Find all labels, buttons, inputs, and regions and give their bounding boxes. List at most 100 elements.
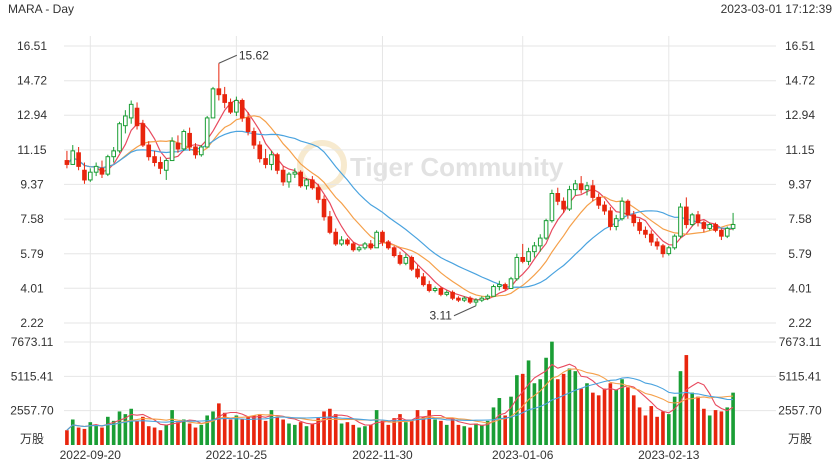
volume-bar[interactable] bbox=[100, 427, 104, 445]
volume-bar[interactable] bbox=[94, 424, 98, 445]
candle[interactable] bbox=[70, 145, 76, 165]
candle[interactable] bbox=[345, 238, 350, 246]
volume-bars[interactable] bbox=[65, 341, 735, 445]
candle[interactable] bbox=[391, 245, 397, 258]
volume-bar[interactable] bbox=[357, 427, 361, 445]
volume-bar[interactable] bbox=[468, 427, 472, 445]
candle[interactable] bbox=[567, 185, 572, 211]
candle[interactable] bbox=[514, 253, 520, 281]
volume-bar[interactable] bbox=[491, 407, 496, 445]
candle[interactable] bbox=[239, 98, 245, 122]
candle[interactable] bbox=[99, 160, 105, 179]
candle[interactable] bbox=[234, 96, 239, 116]
candle[interactable] bbox=[421, 272, 426, 287]
candle[interactable] bbox=[561, 197, 566, 213]
volume-bar[interactable] bbox=[205, 415, 209, 445]
candle[interactable] bbox=[724, 226, 730, 239]
volume-bar[interactable] bbox=[719, 411, 724, 445]
volume-bar[interactable] bbox=[485, 420, 490, 445]
volume-bar[interactable] bbox=[217, 403, 221, 445]
candle[interactable] bbox=[619, 197, 625, 221]
candle[interactable] bbox=[380, 230, 385, 246]
candle[interactable] bbox=[339, 236, 344, 246]
candle[interactable] bbox=[608, 207, 613, 231]
volume-bar[interactable] bbox=[497, 398, 502, 445]
volume-bar[interactable] bbox=[351, 424, 356, 445]
candle[interactable] bbox=[660, 243, 666, 258]
candle[interactable] bbox=[152, 150, 157, 167]
candle[interactable] bbox=[163, 158, 169, 180]
volume-bar[interactable] bbox=[187, 423, 192, 445]
volume-bar[interactable] bbox=[731, 392, 735, 445]
candle[interactable] bbox=[473, 298, 479, 306]
volume-bar[interactable] bbox=[316, 418, 321, 445]
candle[interactable] bbox=[245, 112, 251, 136]
volume-bar[interactable] bbox=[479, 424, 484, 445]
candle[interactable] bbox=[292, 168, 298, 179]
candle[interactable] bbox=[648, 230, 654, 246]
volume-bar[interactable] bbox=[152, 427, 157, 445]
candle[interactable] bbox=[333, 228, 339, 246]
candle[interactable] bbox=[602, 201, 607, 215]
volume-bar[interactable] bbox=[637, 407, 642, 445]
candle[interactable] bbox=[76, 146, 81, 171]
volume-bar[interactable] bbox=[433, 419, 437, 445]
volume-bar[interactable] bbox=[193, 427, 198, 445]
candle[interactable] bbox=[286, 172, 292, 188]
volume-bar[interactable] bbox=[339, 423, 344, 445]
candle[interactable] bbox=[461, 296, 467, 303]
candle[interactable] bbox=[158, 156, 163, 175]
candle[interactable] bbox=[450, 290, 455, 301]
candle[interactable] bbox=[555, 187, 561, 206]
candle[interactable] bbox=[584, 181, 590, 196]
volume-bar[interactable] bbox=[444, 424, 449, 445]
candle[interactable] bbox=[537, 234, 543, 252]
volume-bar[interactable] bbox=[690, 392, 694, 445]
volume-bar[interactable] bbox=[310, 423, 315, 445]
candle[interactable] bbox=[257, 141, 263, 163]
volume-bar[interactable] bbox=[649, 406, 654, 445]
candle[interactable] bbox=[362, 241, 368, 250]
candle[interactable] bbox=[631, 210, 637, 227]
candle[interactable] bbox=[508, 276, 514, 289]
volume-bar[interactable] bbox=[655, 416, 659, 445]
candle[interactable] bbox=[613, 214, 619, 231]
candle[interactable] bbox=[730, 212, 736, 231]
candle[interactable] bbox=[572, 179, 578, 196]
candle[interactable] bbox=[269, 150, 274, 171]
candle[interactable] bbox=[625, 199, 631, 219]
candle[interactable] bbox=[403, 253, 409, 266]
volume-bar[interactable] bbox=[643, 415, 648, 445]
volume-bar[interactable] bbox=[380, 420, 385, 445]
candle[interactable] bbox=[146, 141, 152, 161]
volume-bar[interactable] bbox=[275, 416, 280, 445]
volume-bar[interactable] bbox=[368, 424, 373, 445]
candle[interactable] bbox=[637, 218, 642, 235]
candle[interactable] bbox=[467, 296, 473, 305]
volume-bar[interactable] bbox=[211, 411, 215, 445]
candle[interactable] bbox=[280, 166, 286, 186]
volume-bar[interactable] bbox=[614, 389, 619, 445]
candlestick-series[interactable] bbox=[64, 63, 736, 306]
volume-bar[interactable] bbox=[666, 414, 671, 445]
volume-bar[interactable] bbox=[287, 423, 291, 445]
volume-bar[interactable] bbox=[298, 422, 303, 445]
candle[interactable] bbox=[169, 137, 175, 162]
volume-bar[interactable] bbox=[421, 416, 426, 445]
candle[interactable] bbox=[216, 63, 222, 101]
volume-bar[interactable] bbox=[567, 368, 572, 445]
candle[interactable] bbox=[578, 176, 584, 194]
candle[interactable] bbox=[356, 245, 362, 252]
volume-bar[interactable] bbox=[515, 375, 519, 445]
candle[interactable] bbox=[684, 197, 689, 229]
volume-bar[interactable] bbox=[550, 341, 554, 445]
candle[interactable] bbox=[304, 178, 309, 190]
candle[interactable] bbox=[444, 290, 450, 297]
volume-bar[interactable] bbox=[304, 426, 309, 445]
candle[interactable] bbox=[479, 296, 485, 303]
candle[interactable] bbox=[713, 222, 718, 233]
volume-bar[interactable] bbox=[725, 407, 730, 445]
candle[interactable] bbox=[526, 247, 531, 266]
volume-bar[interactable] bbox=[684, 355, 689, 445]
